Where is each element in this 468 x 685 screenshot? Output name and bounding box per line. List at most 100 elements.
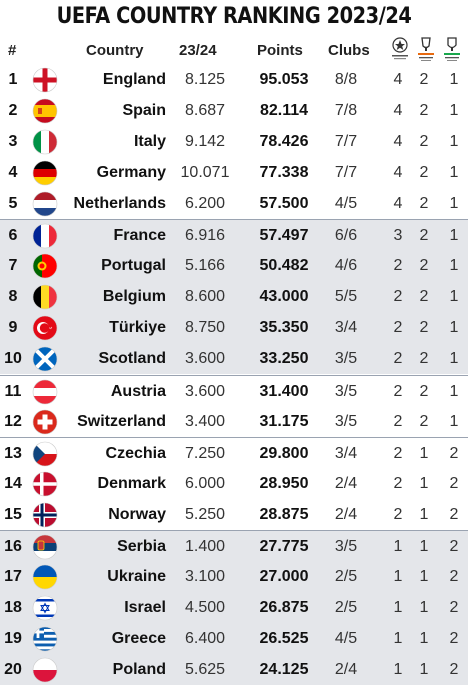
rank-cell: 2 [8, 102, 18, 120]
uecl-spots-cell: 1 [449, 164, 459, 182]
ucl-spots-cell: 3 [393, 227, 403, 245]
champions-league-logo-icon [388, 36, 412, 64]
points-cell: 27.775 [259, 537, 309, 555]
ukraine-flag-icon [32, 564, 58, 590]
points-cell: 29.800 [259, 444, 309, 462]
country-cell: Belgium [102, 288, 166, 306]
points-cell: 50.482 [259, 257, 309, 275]
ucl-spots-cell: 4 [393, 133, 403, 151]
country-header: Country [86, 42, 144, 59]
rank-cell: 5 [8, 195, 18, 213]
rank-cell: 17 [4, 567, 22, 585]
uel-spots-cell: 1 [419, 537, 429, 555]
uecl-spots-cell: 1 [449, 382, 459, 400]
uel-spots-cell: 1 [419, 505, 429, 523]
uel-spots-cell: 1 [419, 444, 429, 462]
points-cell: 31.175 [259, 412, 309, 430]
clubs-cell: 3/5 [334, 537, 358, 555]
clubs-cell: 2/5 [334, 598, 358, 616]
uecl-spots-cell: 2 [449, 629, 459, 647]
norway-flag-icon [32, 502, 58, 528]
rank-cell: 18 [4, 598, 22, 616]
europa-league-logo-icon [414, 36, 438, 64]
uecl-spots-cell: 2 [449, 444, 459, 462]
table-row: 20 Poland 5.625 24.125 2/4 1 1 2 [0, 653, 468, 685]
clubs-cell: 3/4 [334, 319, 358, 337]
rank-cell: 20 [4, 660, 22, 678]
uel-spots-cell: 2 [419, 288, 429, 306]
rank-cell: 4 [8, 164, 18, 182]
ucl-spots-cell: 4 [393, 102, 403, 120]
season-cell: 5.625 [184, 660, 226, 678]
points-cell: 31.400 [259, 382, 309, 400]
clubs-cell: 8/8 [334, 71, 358, 88]
uel-spots-cell: 1 [419, 660, 429, 678]
season-cell: 10.071 [180, 164, 230, 182]
uel-spots-cell: 1 [419, 629, 429, 647]
table-row: 19 Greece 6.400 26.525 4/5 1 1 2 [0, 622, 468, 654]
country-cell: Ukraine [107, 567, 166, 585]
uecl-spots-cell: 2 [449, 660, 459, 678]
table-row: 3 Italy 9.142 78.426 7/7 4 2 1 [0, 126, 468, 157]
france-flag-icon [32, 223, 58, 249]
ucl-spots-cell: 2 [393, 288, 403, 306]
clubs-cell: 4/6 [334, 257, 358, 275]
table-row: 18 Israel 4.500 26.875 2/5 1 1 2 [0, 591, 468, 623]
season-cell: 6.400 [184, 629, 226, 647]
table-row: 4 Germany 10.071 77.338 7/7 4 2 1 [0, 157, 468, 188]
rank-cell: 8 [8, 288, 18, 306]
table-row: 14 Denmark 6.000 28.950 2/4 2 1 2 [0, 468, 468, 499]
uel-spots-cell: 2 [419, 102, 429, 120]
portugal-flag-icon [32, 253, 58, 279]
points-cell: 26.875 [259, 598, 309, 616]
country-cell: Türkiye [109, 319, 166, 337]
points-cell: 57.500 [259, 195, 309, 213]
points-cell: 78.426 [259, 133, 309, 151]
country-cell: Norway [108, 505, 166, 523]
ucl-spots-cell: 4 [393, 195, 403, 213]
clubs-cell: 3/4 [334, 444, 358, 462]
season-cell: 5.166 [184, 257, 226, 275]
clubs-cell: 3/5 [334, 382, 358, 400]
ucl-spots-cell: 1 [393, 537, 403, 555]
table-row: 11 Austria 3.600 31.400 3/5 2 2 1 [0, 374, 468, 406]
season-cell: 1.400 [184, 537, 226, 555]
clubs-cell: 2/5 [334, 567, 358, 585]
ucl-spots-cell: 1 [393, 598, 403, 616]
table-row: 10 Scotland 3.600 33.250 3/5 2 2 1 [0, 343, 468, 375]
germany-flag-icon [32, 160, 58, 186]
table-row: 6 France 6.916 57.497 6/6 3 2 1 [0, 219, 468, 251]
uel-spots-cell: 2 [419, 319, 429, 337]
country-cell: France [113, 227, 166, 245]
clubs-cell: 3/5 [334, 412, 358, 430]
rank-cell: 10 [4, 350, 22, 368]
clubs-cell: 5/5 [334, 288, 358, 306]
ucl-spots-cell: 1 [393, 567, 403, 585]
country-cell: Czechia [105, 444, 166, 462]
uel-spots-cell: 2 [419, 382, 429, 400]
season-cell: 8.600 [184, 288, 226, 306]
rank-cell: 9 [8, 319, 18, 337]
ucl-spots-cell: 1 [393, 660, 403, 678]
clubs-cell: 7/7 [334, 164, 358, 182]
country-cell: Poland [112, 660, 166, 678]
page-title: UEFA COUNTRY RANKING 2023/24 [56, 4, 412, 29]
rank-cell: 15 [4, 505, 22, 523]
table-row: 2 Spain 8.687 82.114 7/8 4 2 1 [0, 95, 468, 126]
rank-cell: 14 [4, 474, 22, 492]
points-cell: 43.000 [259, 288, 309, 306]
uecl-spots-cell: 2 [449, 537, 459, 555]
uel-spots-cell: 2 [419, 71, 429, 88]
country-cell: Greece [111, 629, 166, 647]
ucl-spots-cell: 2 [393, 474, 403, 492]
season-cell: 3.400 [184, 412, 226, 430]
season-cell: 8.687 [184, 102, 226, 120]
switzerland-flag-icon [32, 409, 58, 435]
season-cell: 6.200 [184, 195, 226, 213]
clubs-cell: 2/4 [334, 474, 358, 492]
points-header: Points [257, 42, 303, 59]
denmark-flag-icon [32, 471, 58, 497]
turkiye-flag-icon [32, 315, 58, 341]
austria-flag-icon [32, 379, 58, 405]
points-cell: 24.125 [259, 660, 309, 678]
